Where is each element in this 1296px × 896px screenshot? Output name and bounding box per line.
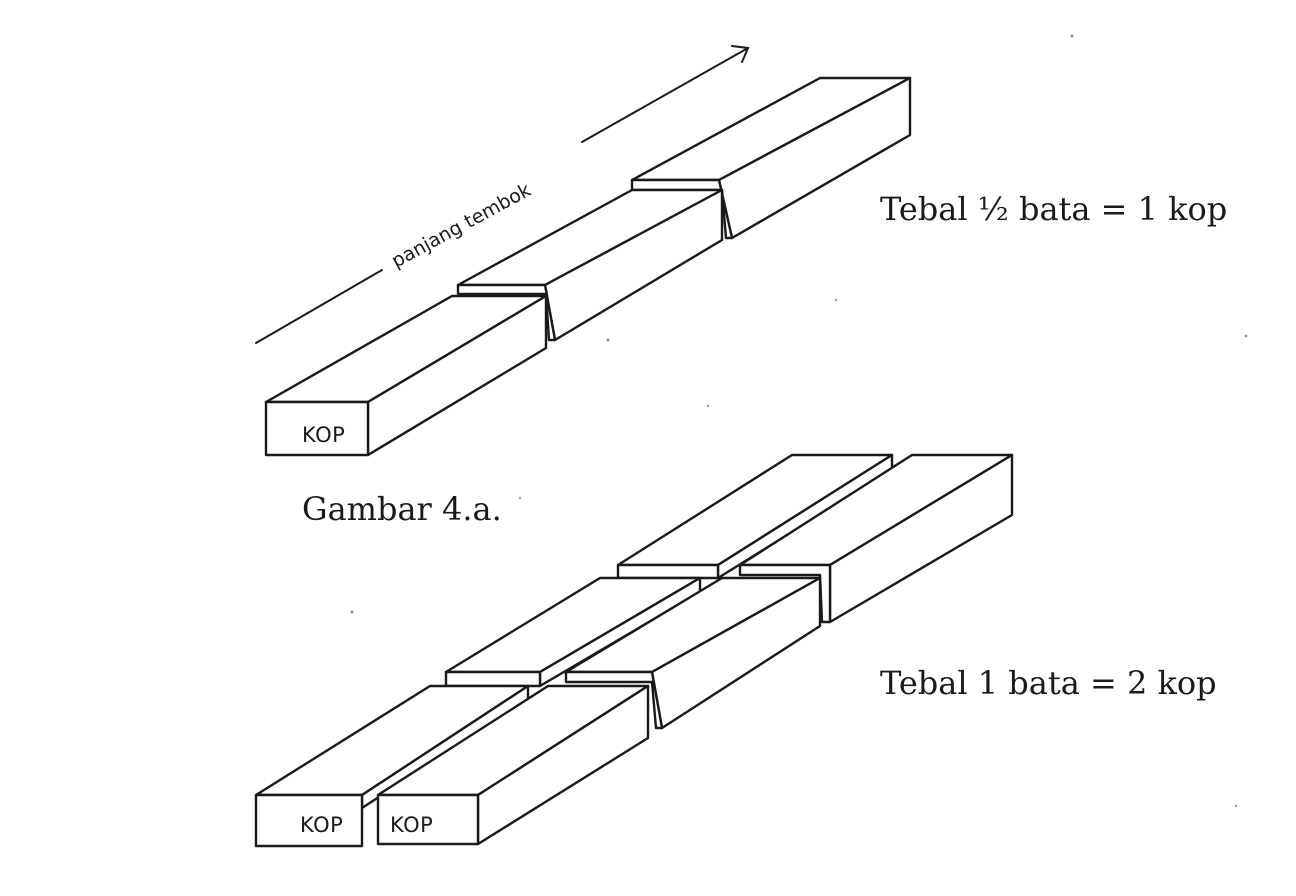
brick-b-back-right [738,453,1014,624]
scan-specks [350,34,1248,808]
figure-a-equation: Tebal ½ bata = 1 kop [880,190,1227,228]
brick-b-front-right: KOP [376,684,650,846]
kop-label-left: KOP [300,813,343,837]
figure-a-caption: Gambar 4.a. [302,490,502,528]
kop-label: KOP [302,423,345,447]
arrow-line-upper [581,47,749,143]
brick-a1: KOP [264,294,548,457]
brick-a2 [456,188,724,342]
figure-b-equation: Tebal 1 bata = 2 kop [880,664,1217,702]
kop-label-right: KOP [390,813,433,837]
figure-b-bricks: KOP KOP [254,453,1014,848]
brick-b-back-left [616,453,894,580]
brick-b-mid-left [444,576,702,688]
arrow-line-lower [255,269,383,344]
figure-a-bricks: KOP [264,76,912,457]
arrow-head-icon [731,45,750,63]
brick-b-mid-right [564,576,822,730]
